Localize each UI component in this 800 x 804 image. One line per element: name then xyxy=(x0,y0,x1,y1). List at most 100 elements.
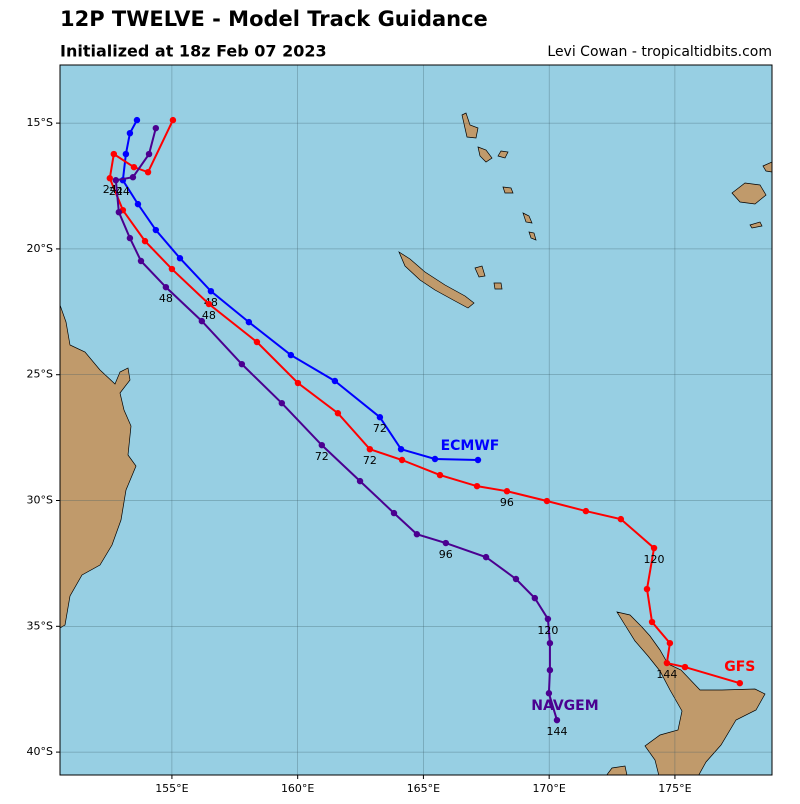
track-point xyxy=(207,287,215,295)
x-tick-label: 170°E xyxy=(532,782,565,795)
x-tick-label: 155°E xyxy=(155,782,188,795)
track-point xyxy=(681,663,689,671)
hour-label: 72 xyxy=(373,422,387,435)
track-point xyxy=(126,234,134,242)
hour-label: 48 xyxy=(202,309,216,322)
vanuatu xyxy=(502,186,514,194)
track-point xyxy=(376,414,384,421)
hour-label: 120 xyxy=(537,624,558,637)
track-point xyxy=(366,445,374,453)
y-tick-label: 40°S xyxy=(27,745,53,758)
title: 12P TWELVE - Model Track Guidance xyxy=(60,7,488,31)
track-point xyxy=(442,539,450,547)
track-point xyxy=(398,456,406,464)
vanuatu xyxy=(477,146,493,163)
track-point xyxy=(110,150,118,158)
new-zealand-south xyxy=(606,765,628,775)
x-tick-label: 165°E xyxy=(407,782,440,795)
y-tick-label: 20°S xyxy=(27,242,53,255)
hour-label: 72 xyxy=(315,450,329,463)
hour-label: 48 xyxy=(159,292,173,305)
hour-label: 96 xyxy=(500,496,514,509)
track-point xyxy=(553,716,561,724)
hour-label: 120 xyxy=(644,553,665,566)
track-point xyxy=(482,553,490,561)
track-point xyxy=(130,163,138,171)
vanuatu xyxy=(528,231,537,241)
track-point xyxy=(112,177,120,184)
y-tick-label: 30°S xyxy=(27,494,53,507)
track-point xyxy=(546,666,554,674)
track-point xyxy=(168,265,176,273)
track-point xyxy=(582,507,590,515)
vanuatu xyxy=(522,212,533,224)
track-point xyxy=(431,455,439,463)
track-point xyxy=(176,255,184,262)
track-point xyxy=(356,477,364,485)
model-label: NAVGEM xyxy=(531,698,598,714)
track-point xyxy=(145,150,153,158)
track-point xyxy=(253,338,261,346)
track-point xyxy=(318,441,326,449)
map-layer: 244872ECMWF24487296120144GFS244872961201… xyxy=(60,65,772,775)
hour-label: 144 xyxy=(546,725,567,738)
track-point xyxy=(126,129,134,137)
hour-label: 72 xyxy=(363,454,377,467)
vanuatu xyxy=(461,112,479,139)
track-point xyxy=(238,360,246,368)
track-point xyxy=(643,585,651,593)
track-point xyxy=(162,283,170,291)
y-tick-label: 25°S xyxy=(27,368,53,381)
track-point xyxy=(546,639,554,647)
track-point xyxy=(436,471,444,479)
track-point xyxy=(531,594,539,602)
track-point xyxy=(390,509,398,517)
new-zealand-north xyxy=(616,611,766,775)
fiji xyxy=(731,182,767,205)
track-point xyxy=(648,618,656,626)
track-point xyxy=(205,300,213,308)
track-point xyxy=(287,351,295,359)
map-frame xyxy=(59,64,773,776)
track-point xyxy=(169,116,177,124)
new-caledonia xyxy=(398,251,475,309)
track-point xyxy=(245,318,253,326)
track-point xyxy=(334,410,342,417)
track-point xyxy=(650,544,658,552)
loyalty-islands xyxy=(474,265,486,278)
hour-label: 24 xyxy=(116,185,130,198)
track-point xyxy=(278,399,286,407)
hour-label: 144 xyxy=(656,668,677,681)
track-point xyxy=(474,456,482,464)
track-point xyxy=(106,175,113,182)
track-point xyxy=(152,226,160,234)
y-tick-label: 35°S xyxy=(27,619,53,632)
y-tick-label: 15°S xyxy=(27,116,53,129)
vanuatu xyxy=(497,150,509,159)
track-point xyxy=(129,174,137,181)
model-label: GFS xyxy=(724,659,755,675)
fiji xyxy=(762,161,772,173)
track-point xyxy=(133,116,141,124)
track-point xyxy=(543,497,551,505)
model-label: ECMWF xyxy=(441,438,500,454)
track-point xyxy=(544,615,552,623)
hour-label: 24 xyxy=(109,185,123,198)
track-point xyxy=(473,482,481,490)
track-point xyxy=(198,317,206,325)
track-point xyxy=(331,377,339,385)
track-point xyxy=(137,257,145,265)
loyalty-islands xyxy=(493,282,503,290)
track-point xyxy=(413,531,421,538)
track-point xyxy=(152,124,160,132)
track-point xyxy=(141,237,149,245)
fiji xyxy=(749,221,763,229)
hour-label: 96 xyxy=(439,548,453,561)
x-tick-label: 160°E xyxy=(281,782,314,795)
track-point xyxy=(545,690,553,697)
track-point xyxy=(503,488,511,495)
track-point xyxy=(134,200,142,208)
land-masses xyxy=(60,112,772,775)
track-point xyxy=(736,679,744,687)
